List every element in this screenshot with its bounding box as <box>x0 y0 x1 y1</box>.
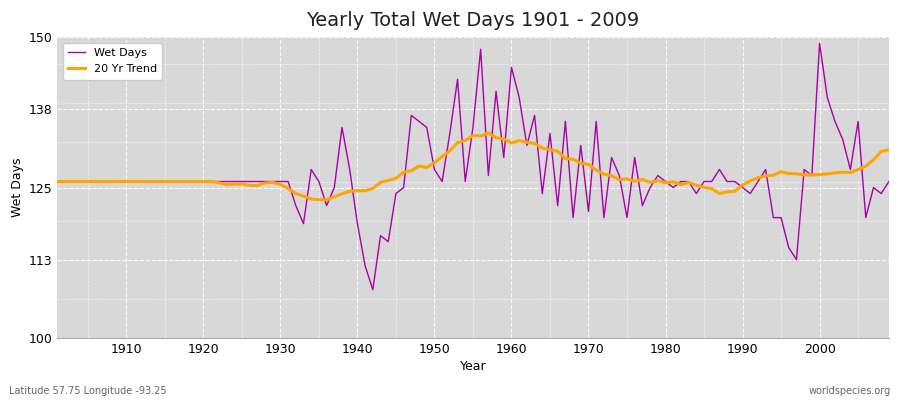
Wet Days <box>814 41 825 46</box>
Wet Days <box>514 95 525 100</box>
Wet Days <box>884 179 895 184</box>
Wet Days <box>283 179 293 184</box>
20 Yr Trend <box>514 138 525 143</box>
20 Yr Trend <box>113 179 124 184</box>
20 Yr Trend <box>521 140 532 145</box>
Y-axis label: Wet Days: Wet Days <box>11 158 24 217</box>
Legend: Wet Days, 20 Yr Trend: Wet Days, 20 Yr Trend <box>63 43 162 80</box>
Wet Days <box>113 179 124 184</box>
20 Yr Trend <box>337 192 347 196</box>
Wet Days <box>367 287 378 292</box>
Text: Latitude 57.75 Longitude -93.25: Latitude 57.75 Longitude -93.25 <box>9 386 166 396</box>
20 Yr Trend <box>51 179 62 184</box>
20 Yr Trend <box>283 186 293 191</box>
20 Yr Trend <box>884 148 895 152</box>
Wet Days <box>51 179 62 184</box>
Line: Wet Days: Wet Days <box>57 43 889 290</box>
20 Yr Trend <box>483 130 494 135</box>
Title: Yearly Total Wet Days 1901 - 2009: Yearly Total Wet Days 1901 - 2009 <box>306 11 640 30</box>
Wet Days <box>506 65 517 70</box>
Wet Days <box>328 185 339 190</box>
20 Yr Trend <box>614 177 625 182</box>
Text: worldspecies.org: worldspecies.org <box>809 386 891 396</box>
Line: 20 Yr Trend: 20 Yr Trend <box>57 133 889 200</box>
Wet Days <box>607 155 617 160</box>
X-axis label: Year: Year <box>460 360 486 373</box>
20 Yr Trend <box>321 198 332 202</box>
